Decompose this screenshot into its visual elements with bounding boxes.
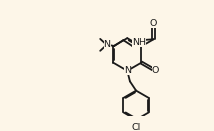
Text: O: O (152, 66, 159, 75)
Text: N: N (104, 40, 111, 49)
Text: O: O (150, 19, 157, 28)
Text: NH: NH (132, 38, 146, 47)
Text: Cl: Cl (132, 123, 141, 131)
Text: N: N (124, 66, 131, 75)
